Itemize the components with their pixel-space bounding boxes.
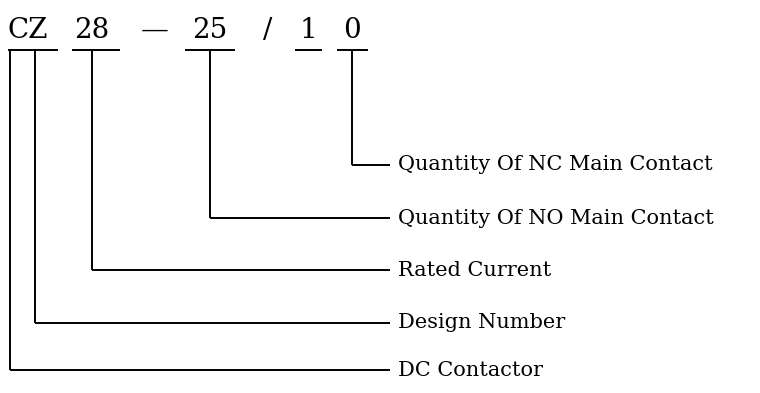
Text: Quantity Of NO Main Contact: Quantity Of NO Main Contact [398,209,714,228]
Text: /: / [263,17,273,44]
Text: CZ: CZ [8,17,48,44]
Text: Quantity Of NC Main Contact: Quantity Of NC Main Contact [398,156,713,174]
Text: 0: 0 [343,17,361,44]
Text: DC Contactor: DC Contactor [398,360,543,380]
Text: Rated Current: Rated Current [398,261,551,279]
Text: Design Number: Design Number [398,314,565,332]
Text: —: — [141,17,169,44]
Text: 1: 1 [299,17,317,44]
Text: 25: 25 [192,17,228,44]
Text: 28: 28 [74,17,109,44]
